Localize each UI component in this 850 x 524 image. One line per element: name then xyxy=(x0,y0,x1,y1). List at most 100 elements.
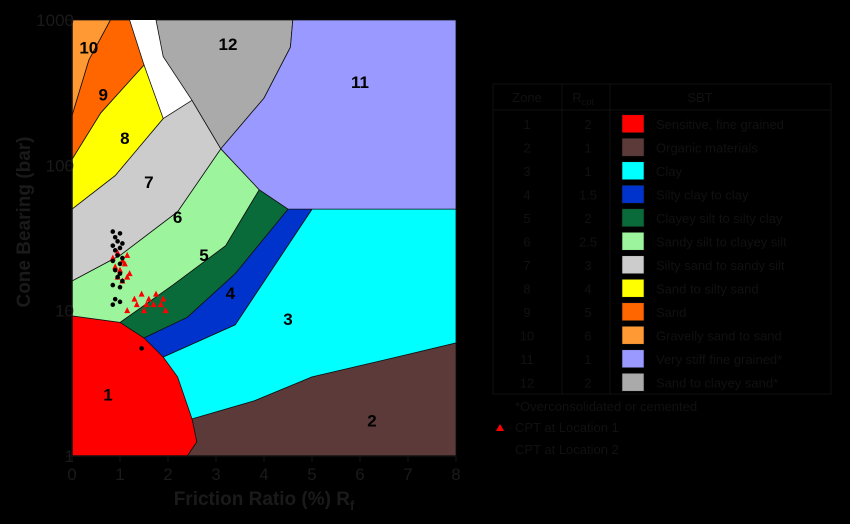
legend-row-r-3: 1 xyxy=(584,164,591,179)
legend-swatch-7 xyxy=(621,255,645,275)
cpt-points xyxy=(109,229,169,351)
cpt-point-s0-12 xyxy=(138,290,145,297)
cpt-point-s0-16 xyxy=(133,301,140,308)
cpt-point-s0-7 xyxy=(126,270,133,277)
series-legend-label-1: CPT at Location 2 xyxy=(515,442,619,457)
legend-row-zone-11: 11 xyxy=(520,352,534,367)
legend-swatch-10 xyxy=(621,325,645,345)
legend-row-r-11: 1 xyxy=(584,352,591,367)
x-tick-label-0: 0 xyxy=(67,465,76,484)
legend-swatch-3 xyxy=(621,161,645,181)
legend-row-sbt-8: Sand to silty sand xyxy=(656,281,759,296)
legend-swatch-8 xyxy=(621,278,645,298)
legend-row-r-1: 2 xyxy=(584,117,591,132)
y-tick-label-1000: 1000 xyxy=(36,11,74,30)
y-tick-label-1: 1 xyxy=(65,447,74,466)
zone-label-7: 7 xyxy=(144,173,153,192)
zone-label-11: 11 xyxy=(351,73,369,92)
cpt-point-s1-3 xyxy=(115,239,120,244)
series-legend-marker-1 xyxy=(497,447,503,453)
legend-table-bg xyxy=(492,83,832,395)
legend-row-r-10: 6 xyxy=(584,328,591,343)
cpt-point-s1-13 xyxy=(117,271,123,276)
cpt-point-s1-14 xyxy=(115,274,120,280)
legend-header-zone: Zone xyxy=(512,90,542,105)
y-tick-label-100: 100 xyxy=(46,156,74,175)
cpt-point-s1-2 xyxy=(112,234,118,240)
legend-row-zone-3: 3 xyxy=(523,164,530,179)
legend-row-sbt-11: Very stiff fine grained* xyxy=(656,352,782,367)
cpt-point-s0-3 xyxy=(124,251,131,258)
zone-region-11 xyxy=(220,19,457,210)
legend-swatch-12 xyxy=(621,372,645,392)
legend-row-zone-4: 4 xyxy=(523,187,530,202)
x-tick-label-5: 5 xyxy=(307,465,316,484)
legend-row-r-5: 2 xyxy=(584,211,591,226)
legend-row-zone-1: 1 xyxy=(523,117,530,132)
cpt-point-s0-13 xyxy=(145,295,152,302)
legend-row-sbt-6: Sandy silt to clayey silt xyxy=(656,234,787,249)
x-axis-title-main: Friction Ratio (%) R xyxy=(174,489,351,510)
legend-row-r-4: 1.5 xyxy=(579,187,597,202)
cpt-point-s1-10 xyxy=(110,258,116,264)
cpt-point-s0-14 xyxy=(153,290,159,297)
cpt-point-s0-11 xyxy=(131,295,138,302)
x-tick-label-2: 2 xyxy=(163,465,172,484)
cpt-point-s1-17 xyxy=(117,284,123,290)
cpt-point-s0-19 xyxy=(157,301,164,308)
cpt-point-s0-0 xyxy=(109,254,116,261)
legend-row-sbt-12: Sand to clayey sand* xyxy=(656,375,778,390)
legend-header-r: Rcpt xyxy=(572,90,594,107)
y-axis-title: Cone Bearing (bar) xyxy=(14,136,35,307)
cpt-point-s0-4 xyxy=(112,263,119,270)
x-tick-label-3: 3 xyxy=(211,465,220,484)
cpt-point-s0-5 xyxy=(117,266,123,273)
zone-label-4: 4 xyxy=(226,284,236,303)
cpt-point-s1-6 xyxy=(117,245,123,251)
x-tick-label-4: 4 xyxy=(259,465,268,484)
x-axis-title: Friction Ratio (%) Rf xyxy=(174,489,355,513)
legend-row-zone-5: 5 xyxy=(523,211,530,226)
legend-row-zone-6: 6 xyxy=(523,234,530,249)
cpt-point-s1-15 xyxy=(120,278,125,284)
x-tick-label-8: 8 xyxy=(451,465,460,484)
zone-label-12: 12 xyxy=(219,35,238,54)
legend-row-zone-2: 2 xyxy=(523,140,530,155)
cpt-point-s1-20 xyxy=(110,302,116,307)
cpt-point-s1-9 xyxy=(120,255,125,261)
cpt-point-s1-8 xyxy=(115,253,120,258)
series-legend: CPT at Location 1 CPT at Location 2 xyxy=(496,420,619,457)
legend-row-sbt-9: Sand xyxy=(656,305,686,320)
cpt-point-s1-11 xyxy=(117,261,123,267)
zone-label-8: 8 xyxy=(120,129,129,148)
legend-header-sbt: SBT xyxy=(687,90,712,105)
cpt-point-s1-19 xyxy=(117,299,123,305)
legend-row-zone-12: 12 xyxy=(520,375,534,390)
series-legend-label-0: CPT at Location 1 xyxy=(515,420,619,435)
cpt-point-s1-1 xyxy=(117,231,123,236)
y-tick-label-10: 10 xyxy=(55,302,74,321)
legend-header-r-main: R xyxy=(572,90,581,105)
cpt-point-s0-22 xyxy=(162,307,169,314)
legend-row-zone-7: 7 xyxy=(523,258,530,273)
x-tick-label-7: 7 xyxy=(403,465,412,484)
legend-row-sbt-1: Sensitive, fine grained xyxy=(656,117,784,132)
cpt-point-s0-20 xyxy=(124,307,131,314)
legend-row-sbt-2: Organic materials xyxy=(656,140,758,155)
zone-label-9: 9 xyxy=(98,85,107,104)
cpt-point-s0-15 xyxy=(160,295,167,302)
legend-swatch-5 xyxy=(621,208,645,228)
legend-footnote: *Overconsolidated or cemented xyxy=(515,399,697,414)
cpt-point-s0-6 xyxy=(121,260,128,267)
cpt-point-s1-12 xyxy=(112,267,118,273)
legend-row-zone-10: 10 xyxy=(520,328,534,343)
cpt-point-s0-18 xyxy=(150,301,157,308)
legend-row-zone-8: 8 xyxy=(523,281,530,296)
legend-row-zone-9: 9 xyxy=(523,305,530,320)
legend-header-r-sub: cpt xyxy=(582,97,595,107)
legend-swatch-9 xyxy=(621,302,645,322)
cpt-point-s1-18 xyxy=(112,296,118,302)
